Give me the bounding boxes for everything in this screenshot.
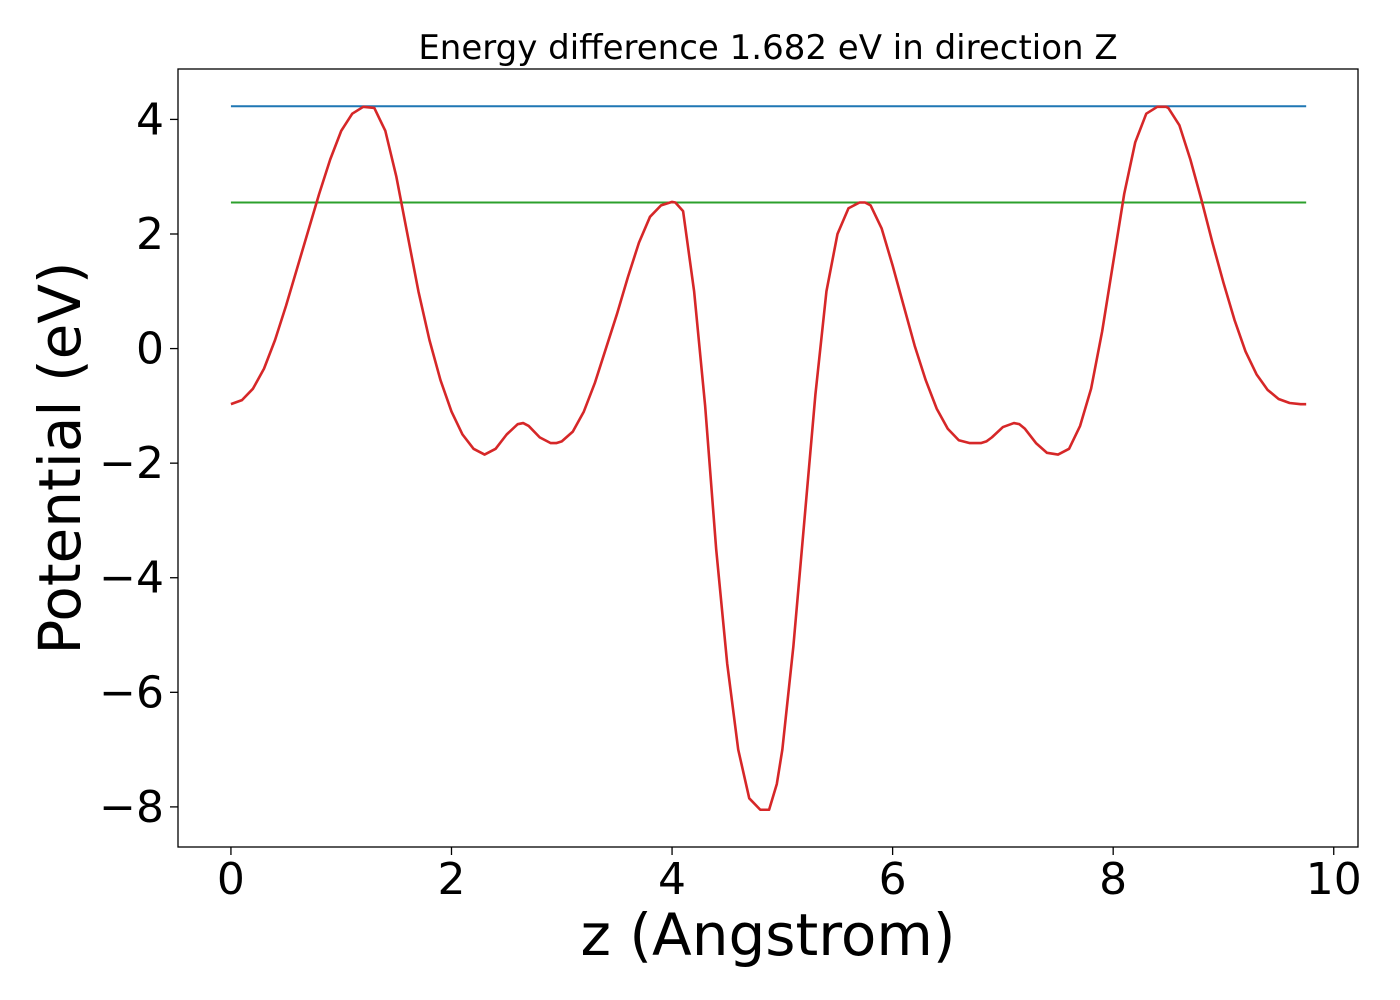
y-tick-label: 2 (136, 209, 164, 260)
x-axis: 0 2 4 6 8 10 (217, 847, 1362, 905)
x-axis-label: z (Angstrom) (581, 901, 956, 969)
y-axis-label: Potential (eV) (26, 261, 94, 654)
y-tick-label: −8 (99, 782, 164, 833)
y-tick-label: −6 (99, 667, 164, 718)
y-tick-label: −4 (99, 553, 164, 604)
y-axis: −8 −6 −4 −2 0 2 4 (99, 94, 178, 833)
potential-curve (230, 105, 1307, 812)
x-tick-label: 0 (217, 854, 245, 905)
x-tick-label: 10 (1306, 854, 1362, 905)
plot-frame (177, 68, 1359, 848)
y-tick-label: 0 (136, 324, 164, 375)
plot-area (230, 105, 1307, 812)
x-tick-label: 2 (437, 854, 465, 905)
x-tick-label: 6 (879, 854, 907, 905)
x-tick-label: 4 (658, 854, 686, 905)
y-tick-label: −2 (99, 438, 164, 489)
chart-title: Energy difference 1.682 eV in direction … (418, 28, 1117, 68)
y-tick-label: 4 (136, 94, 164, 145)
x-tick-label: 8 (1099, 854, 1127, 905)
